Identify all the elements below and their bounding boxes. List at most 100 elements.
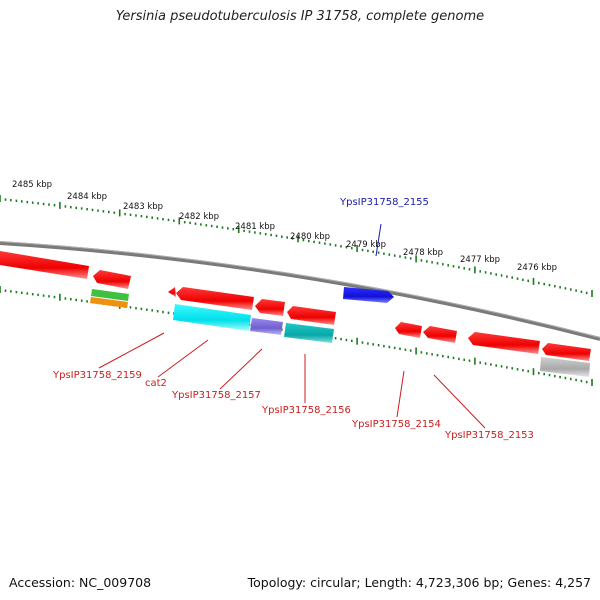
ruler-minor-tick (361, 248, 364, 252)
ruler-major-tick (59, 293, 61, 301)
ruler-minor-tick (200, 223, 202, 226)
gene-ypsip31758-2154[interactable] (395, 322, 422, 338)
kbp-label: 2476 kbp (517, 263, 557, 273)
ruler-major-tick (591, 379, 593, 386)
ruler-minor-tick (324, 242, 326, 245)
ruler-minor-tick (372, 250, 374, 253)
ruler-minor-tick (162, 218, 164, 221)
ruler-minor-tick (129, 306, 132, 309)
ruler-major-tick (356, 337, 358, 345)
ruler-minor-tick (113, 211, 116, 214)
ruler-minor-tick (334, 337, 337, 340)
ruler-minor-tick (420, 351, 423, 354)
feature-teal[interactable] (284, 323, 334, 343)
ruler-minor-tick (399, 347, 401, 350)
ruler-minor-tick (367, 342, 369, 345)
ruler-minor-tick (575, 378, 577, 382)
kbp-label: 2485 kbp (12, 180, 52, 190)
ruler-minor-tick (479, 270, 481, 273)
ruler-minor-tick (554, 374, 556, 378)
ruler-minor-tick (377, 251, 380, 254)
kbp-label: 2483 kbp (123, 202, 163, 212)
ruler-minor-tick (275, 234, 278, 237)
ruler-minor-tick (538, 371, 540, 375)
ruler-minor-tick (442, 263, 444, 266)
gene-red[interactable] (0, 251, 89, 279)
genome-backbone (0, 241, 600, 341)
gene-red[interactable] (287, 306, 336, 325)
ruler-minor-tick (291, 237, 294, 240)
feature-cyan-cat2[interactable] (173, 304, 251, 331)
gene-label[interactable]: YpsIP31758_2157 (171, 390, 261, 401)
feature-purple[interactable] (250, 318, 283, 335)
leader-line (396, 370, 405, 418)
ruler-minor-tick (383, 344, 385, 348)
gene-red[interactable] (423, 326, 457, 343)
ruler-minor-tick (210, 224, 213, 228)
kbp-label: 2478 kbp (403, 248, 443, 258)
ruler-minor-tick (259, 232, 262, 235)
ruler-minor-tick (468, 359, 471, 362)
kbp-label: 2484 kbp (67, 192, 107, 202)
ruler-minor-tick (329, 243, 332, 246)
ruler-minor-tick (173, 219, 175, 222)
gene-ypsip31758-2155[interactable] (343, 287, 394, 303)
gene-red[interactable] (542, 343, 591, 361)
ruler-minor-tick (4, 198, 7, 201)
ruler-minor-tick (91, 208, 94, 212)
ruler-major-tick (297, 235, 299, 243)
gene-ypsip31758-2153[interactable] (468, 332, 540, 354)
gene-red[interactable] (93, 270, 131, 289)
ruler-minor-tick (140, 307, 143, 311)
ruler-minor-tick (404, 348, 407, 351)
accession-text: Accession: NC_009708 (9, 575, 152, 590)
ruler-minor-tick (254, 231, 256, 234)
ruler-minor-tick (580, 290, 583, 293)
ruler-major-tick (415, 255, 417, 263)
ruler-minor-tick (318, 241, 321, 244)
ruler-minor-tick (75, 206, 77, 210)
ruler-minor-tick (21, 200, 23, 203)
ruler-minor-tick (345, 338, 348, 342)
ruler-minor-tick (393, 254, 396, 257)
ruler-minor-tick (511, 276, 513, 279)
ruler-minor-tick (31, 293, 34, 296)
ruler-minor-tick (4, 289, 7, 292)
ruler-minor-tick (97, 209, 99, 212)
ruler-minor-tick (458, 266, 460, 269)
ruler-minor-tick (26, 200, 29, 204)
ruler-minor-tick (167, 311, 170, 314)
feature-orange[interactable] (90, 297, 128, 308)
gene-label[interactable]: YpsIP31758_2154 (351, 419, 441, 430)
ruler-minor-tick (308, 239, 310, 243)
gene-label[interactable]: YpsIP31758_2155 (339, 197, 429, 208)
feature-grey[interactable] (540, 357, 590, 377)
gene-label[interactable]: cat2 (145, 378, 167, 389)
ruler-minor-tick (146, 308, 148, 311)
ruler-major-tick (0, 286, 1, 293)
ruler-minor-tick (372, 343, 374, 346)
ruler-minor-tick (216, 225, 218, 228)
gene-label[interactable]: YpsIP31758_2159 (52, 370, 142, 381)
ruler-minor-tick (162, 310, 164, 314)
ruler-minor-tick (388, 253, 391, 256)
ruler-minor-tick (436, 262, 439, 265)
gene-red[interactable] (176, 287, 254, 310)
ruler-minor-tick (500, 274, 503, 277)
ruler-minor-tick (522, 369, 524, 372)
gene-red[interactable] (168, 287, 176, 297)
ruler-major-tick (356, 245, 358, 252)
ruler-minor-tick (70, 206, 72, 209)
ruler-minor-tick (516, 277, 519, 280)
ruler-minor-tick (399, 255, 401, 258)
ruler-minor-tick (64, 297, 67, 300)
gene-red[interactable] (255, 299, 285, 316)
gene-label[interactable]: YpsIP31758_2153 (444, 430, 534, 441)
ruler-minor-tick (543, 372, 545, 376)
ruler-minor-tick (151, 216, 153, 219)
ruler-minor-tick (575, 289, 577, 292)
gene-label[interactable]: YpsIP31758_2156 (261, 405, 351, 416)
feature-green[interactable] (91, 289, 129, 301)
ruler-major-tick (178, 217, 181, 225)
